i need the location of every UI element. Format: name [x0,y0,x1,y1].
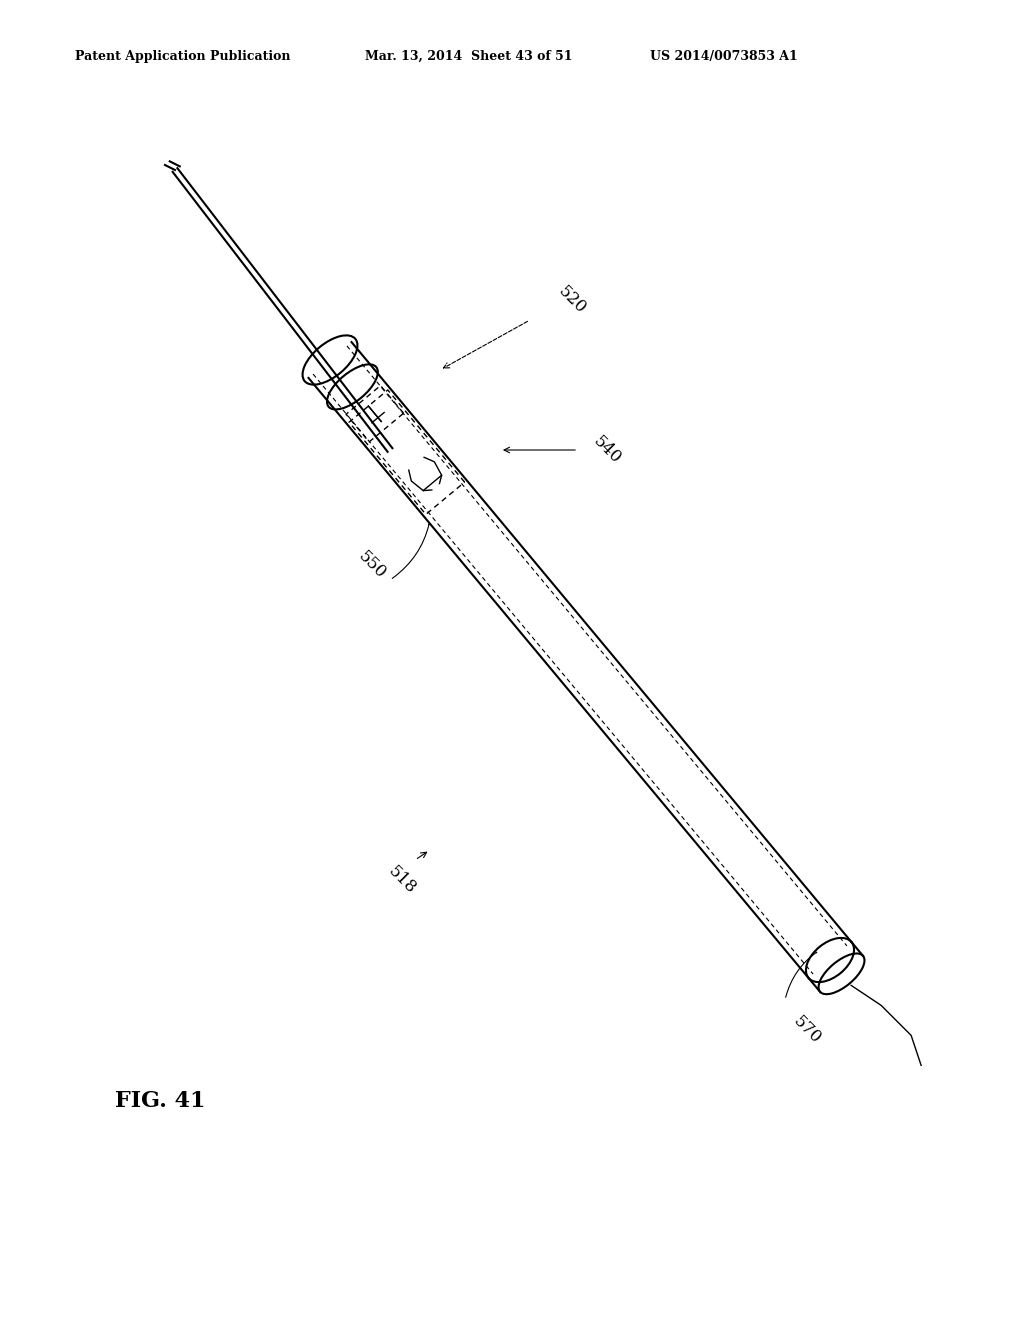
Text: 550: 550 [355,548,389,582]
Text: FIG. 41: FIG. 41 [115,1090,206,1111]
FancyArrowPatch shape [392,524,429,578]
Text: 520: 520 [555,282,590,317]
Text: Patent Application Publication: Patent Application Publication [75,50,291,63]
Text: 518: 518 [385,863,420,898]
FancyArrowPatch shape [785,952,817,998]
Text: 540: 540 [590,433,625,467]
Text: Mar. 13, 2014  Sheet 43 of 51: Mar. 13, 2014 Sheet 43 of 51 [365,50,572,63]
Text: US 2014/0073853 A1: US 2014/0073853 A1 [650,50,798,63]
Text: 570: 570 [790,1012,824,1047]
